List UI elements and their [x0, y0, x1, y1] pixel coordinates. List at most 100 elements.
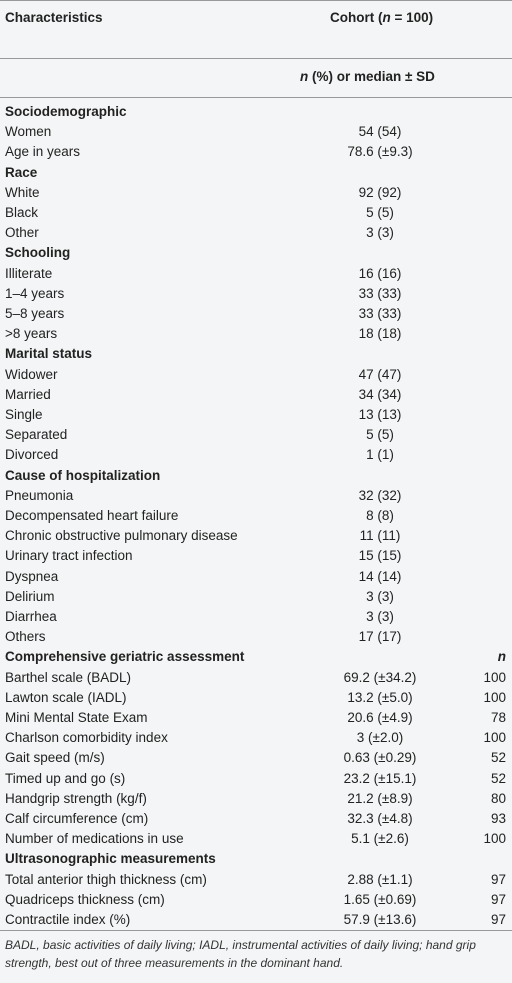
row-value: 3 (±2.0) — [356, 730, 404, 746]
row-n: 78 — [490, 710, 506, 725]
n-header: n — [497, 649, 506, 665]
row-value: 17 (17) — [358, 629, 402, 645]
row-value: 13.2 (±5.0) — [347, 689, 413, 705]
row-value: 3 (3) — [366, 588, 394, 604]
rule — [0, 58, 512, 59]
row-label: Lawton scale (IADL) — [5, 689, 127, 705]
row-value: 5.1 (±2.6) — [351, 831, 409, 847]
row-label: Charlson comorbidity index — [5, 730, 168, 746]
row-label: Total anterior thigh thickness (cm) — [5, 871, 207, 887]
row-value: 3 (3) — [366, 609, 394, 624]
rule — [0, 930, 512, 931]
section-title: Schooling — [5, 245, 71, 261]
row-label: White — [5, 184, 40, 200]
row-n: 97 — [490, 871, 506, 887]
text: n — [382, 10, 391, 25]
column-header: Characteristics — [5, 10, 103, 25]
row-n: 97 — [490, 891, 506, 907]
row-n: 52 — [490, 750, 506, 766]
row-label: Age in years — [5, 144, 81, 160]
row-value: 15 (15) — [358, 548, 402, 564]
row-value: 21.2 (±8.9) — [347, 790, 413, 806]
row-n: 97 — [490, 912, 506, 927]
row-label: >8 years — [5, 326, 58, 342]
section-title: Comprehensive geriatric assessment — [5, 649, 245, 665]
row-value: 34 (34) — [358, 386, 402, 402]
row-value: 57.9 (±13.6) — [343, 912, 417, 927]
row-value: 32 (32) — [358, 487, 402, 503]
row-label: Dyspnea — [5, 568, 59, 584]
row-value: 92 (92) — [358, 184, 402, 200]
row-label: Diarrhea — [5, 609, 57, 624]
row-n: 93 — [490, 811, 506, 826]
row-label: Widower — [5, 366, 58, 382]
row-label: Timed up and go (s) — [5, 770, 126, 786]
row-value: 78.6 (±9.3) — [347, 144, 413, 160]
row-value: 14 (14) — [358, 568, 402, 584]
rule — [0, 97, 512, 98]
row-value: 5 (5) — [366, 205, 394, 220]
row-label: Pneumonia — [5, 487, 74, 503]
row-value: 1 (1) — [366, 447, 394, 463]
row-value: 54 (54) — [358, 124, 402, 140]
row-label: Quadriceps thickness (cm) — [5, 891, 165, 907]
row-label: Decompensated heart failure — [5, 508, 179, 523]
row-value: 47 (47) — [358, 366, 402, 382]
footnote: BADL, basic activities of daily living; … — [5, 938, 476, 970]
row-n: 100 — [483, 730, 506, 746]
row-value: 23.2 (±15.1) — [343, 770, 417, 786]
section-title: Ultrasonographic measurements — [5, 851, 216, 867]
row-n: 80 — [490, 790, 506, 806]
row-label: Black — [5, 205, 39, 220]
row-label: Handgrip strength (kg/f) — [5, 790, 147, 806]
section-title: Race — [5, 164, 38, 180]
row-label: Women — [5, 124, 52, 140]
row-value: 8 (8) — [366, 508, 394, 523]
column-header: Cohort (n = 100) — [330, 8, 433, 28]
row-value: 1.65 (±0.69) — [343, 891, 417, 907]
text: Cohort ( — [330, 10, 383, 25]
rule — [0, 0, 512, 1]
row-label: Mini Mental State Exam — [5, 710, 148, 725]
row-value: 5 (5) — [366, 427, 394, 443]
row-value: 32.3 (±4.8) — [347, 811, 413, 826]
section-title: Cause of hospitalization — [5, 467, 161, 483]
row-label: 1–4 years — [5, 285, 65, 301]
row-n: 100 — [483, 831, 506, 847]
row-value: 11 (11) — [359, 528, 401, 544]
row-n: 100 — [483, 669, 506, 685]
row-value: 33 (33) — [358, 285, 402, 301]
text: = 100) — [390, 10, 434, 25]
section-title: Sociodemographic — [5, 104, 127, 119]
row-n: 100 — [483, 689, 506, 705]
row-value: 16 (16) — [358, 265, 402, 281]
subheader: n (%) or median ± SD — [300, 67, 435, 87]
row-value: 2.88 (±1.1) — [347, 871, 413, 887]
row-value: 13 (13) — [358, 407, 402, 422]
row-label: 5–8 years — [5, 306, 65, 321]
row-n: 52 — [490, 770, 506, 786]
row-value: 18 (18) — [358, 326, 402, 342]
row-label: Barthel scale (BADL) — [5, 669, 132, 685]
text: n — [300, 69, 309, 84]
row-label: Divorced — [5, 447, 59, 463]
row-label: Single — [5, 407, 43, 422]
row-value: 3 (3) — [366, 225, 394, 241]
row-value: 69.2 (±34.2) — [343, 669, 417, 685]
text: (%) or median ± SD — [308, 69, 435, 84]
row-label: Others — [5, 629, 46, 645]
section-title: Marital status — [5, 346, 93, 362]
row-label: Calf circumference (cm) — [5, 811, 149, 826]
row-label: Delirium — [5, 588, 55, 604]
row-label: Contractile index (%) — [5, 912, 131, 927]
row-value: 33 (33) — [358, 306, 402, 321]
row-label: Married — [5, 386, 51, 402]
row-label: Illiterate — [5, 265, 53, 281]
row-label: Chronic obstructive pulmonary disease — [5, 528, 238, 544]
row-label: Urinary tract infection — [5, 548, 133, 564]
row-value: 0.63 (±0.29) — [343, 750, 417, 766]
row-label: Separated — [5, 427, 68, 443]
row-value: 20.6 (±4.9) — [347, 710, 413, 725]
row-label: Number of medications in use — [5, 831, 184, 847]
